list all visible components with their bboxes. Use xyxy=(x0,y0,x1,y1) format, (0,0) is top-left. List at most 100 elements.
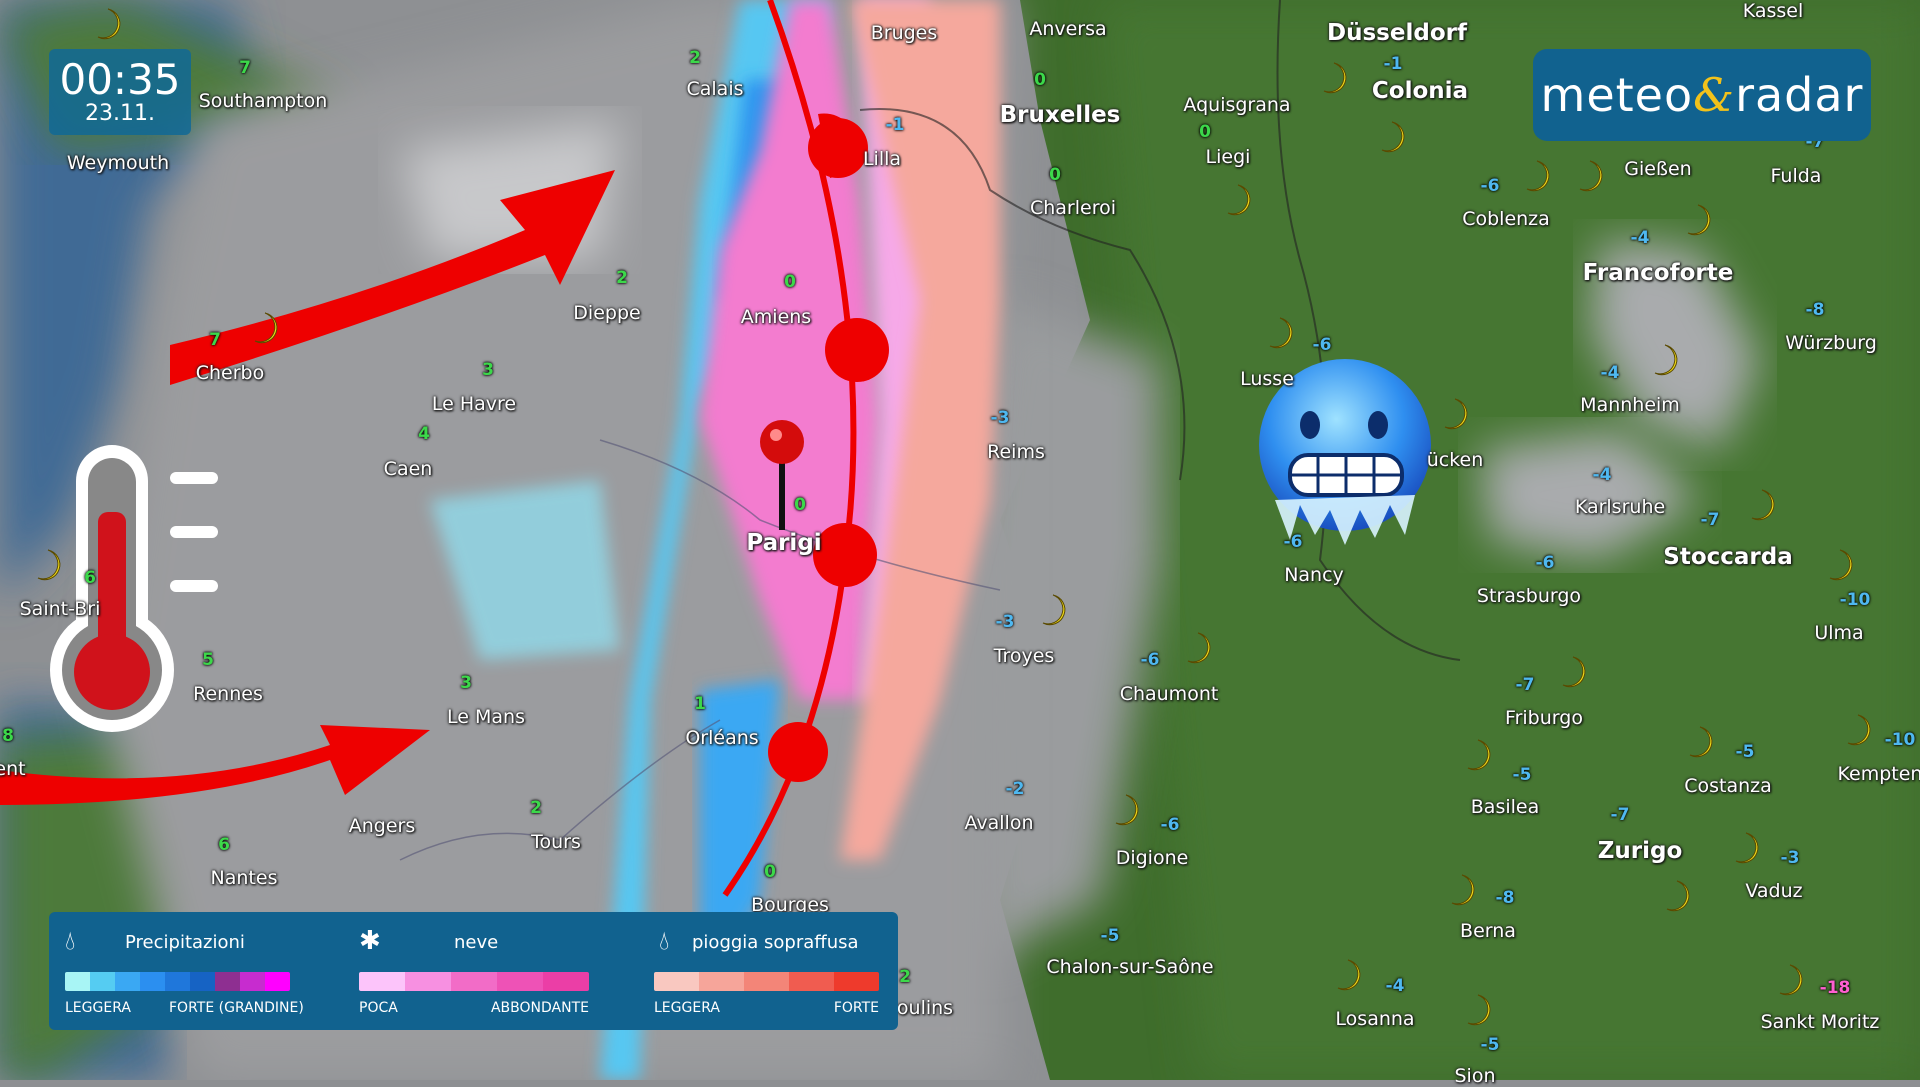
color-swatch xyxy=(115,972,140,991)
city-label: Le Mans xyxy=(447,706,525,728)
city-label: Chalon-sur-Saône xyxy=(1046,956,1214,978)
legend-freezing-rain: 💧︎ pioggia sopraffusa LEGGERA FORTE xyxy=(654,912,884,1030)
city-label: oulins xyxy=(896,997,954,1019)
city-label: Sion xyxy=(1454,1065,1496,1087)
legend-snow: ✱ neve POCA ABBONDANTE xyxy=(359,912,599,1030)
moon-icon xyxy=(1467,994,1491,1026)
drop-icon: 💧︎ xyxy=(659,926,670,956)
legend-title: neve xyxy=(454,932,499,953)
city-label: Coblenza xyxy=(1462,208,1550,230)
moon-icon xyxy=(1115,794,1139,826)
temperature-value: -1 xyxy=(1383,54,1403,74)
city-label: Bruges xyxy=(870,22,938,44)
city-label: ücken xyxy=(1426,449,1484,471)
color-swatch xyxy=(497,972,543,991)
temperature-value: -8 xyxy=(1805,300,1825,320)
color-swatch xyxy=(789,972,834,991)
color-swatch xyxy=(654,972,699,991)
temperature-value: -6 xyxy=(1140,650,1160,670)
temperature-value: -2 xyxy=(1005,779,1025,799)
temperature-value: -3 xyxy=(1780,848,1800,868)
temperature-value: 1 xyxy=(694,694,706,714)
city-label: Reims xyxy=(987,441,1045,463)
time: 00:35 xyxy=(59,55,181,104)
city-label: Tours xyxy=(531,831,581,853)
color-swatch xyxy=(699,972,744,991)
asterisk-icon: ✱ xyxy=(359,926,381,956)
legend-low: LEGGERA xyxy=(654,1000,720,1016)
temperature-value: -4 xyxy=(1385,976,1405,996)
temperature-value: 0 xyxy=(784,272,796,292)
temperature-value: -4 xyxy=(1630,228,1650,248)
city-label: Digione xyxy=(1115,847,1189,869)
temperature-value: -4 xyxy=(1592,465,1612,485)
temperature-value: -6 xyxy=(1312,335,1332,355)
color-swatch xyxy=(405,972,451,991)
legend-low: LEGGERA xyxy=(65,1000,131,1016)
color-scale xyxy=(654,972,879,991)
drop-icon: 💧︎ xyxy=(65,926,76,956)
logo: meteo & radar xyxy=(1533,49,1871,141)
temperature-value: 0 xyxy=(764,862,776,882)
city-label: Kempten xyxy=(1837,763,1920,785)
moon-icon xyxy=(1654,344,1678,376)
temperature-value: 0 xyxy=(1034,70,1046,90)
city-label: Basilea xyxy=(1470,796,1540,818)
city-label: Liegi xyxy=(1205,146,1251,168)
temperature-value: -5 xyxy=(1735,742,1755,762)
city-label: Karlsruhe xyxy=(1574,496,1666,518)
moon-icon xyxy=(1689,726,1713,758)
temperature-value: -10 xyxy=(1839,590,1871,610)
legend-precipitation: 💧︎ Precipitazioni LEGGERA FORTE (GRANDIN… xyxy=(65,912,305,1030)
moon-icon xyxy=(1735,832,1759,864)
moon-icon xyxy=(1042,594,1066,626)
temperature-value: 0 xyxy=(794,495,806,515)
city-label: Sankt Moritz xyxy=(1760,1011,1880,1033)
city-label: Dieppe xyxy=(573,302,641,324)
temperature-value: 7 xyxy=(239,58,251,78)
city-label: Francoforte xyxy=(1582,260,1734,286)
city-label: Rennes xyxy=(193,683,263,705)
city-label: Düsseldorf xyxy=(1327,20,1467,46)
city-label: Bruxelles xyxy=(999,102,1121,128)
city-label: Würzburg xyxy=(1785,332,1877,354)
color-swatch xyxy=(543,972,589,991)
moon-icon xyxy=(1751,489,1775,521)
temperature-value: 2 xyxy=(530,798,542,818)
city-label: ent xyxy=(0,758,26,780)
color-swatch xyxy=(90,972,115,991)
city-label: Strasburgo xyxy=(1476,585,1582,607)
color-swatch xyxy=(240,972,265,991)
color-swatch xyxy=(265,972,290,991)
city-label: Nantes xyxy=(210,867,278,889)
moon-icon xyxy=(1526,160,1550,192)
temperature-value: 0 xyxy=(1049,165,1061,185)
city-label: Parigi xyxy=(746,530,822,556)
temperature-value: -10 xyxy=(1884,730,1916,750)
legend-title: Precipitazioni xyxy=(125,932,245,953)
city-label: Charleroi xyxy=(1029,197,1117,219)
city-label: Cherbo xyxy=(195,362,265,384)
temperature-value: -6 xyxy=(1283,532,1303,552)
temperature-value: 7 xyxy=(209,330,221,350)
temperature-value: -5 xyxy=(1480,1035,1500,1055)
temperature-value: 2 xyxy=(689,48,701,68)
temperature-value: -6 xyxy=(1535,553,1555,573)
temperature-value: 3 xyxy=(482,360,494,380)
temperature-value: -7 xyxy=(1515,675,1535,695)
city-label: Fulda xyxy=(1770,165,1822,187)
logo-amp: & xyxy=(1693,68,1736,122)
legend: 💧︎ Precipitazioni LEGGERA FORTE (GRANDIN… xyxy=(49,912,898,1030)
moon-icon xyxy=(97,8,121,40)
temperature-value: -7 xyxy=(1700,510,1720,530)
temperature-value: -6 xyxy=(1160,815,1180,835)
moon-icon xyxy=(1444,398,1468,430)
city-label: Colonia xyxy=(1371,78,1469,104)
temperature-value: -5 xyxy=(1100,926,1120,946)
temperature-value: 8 xyxy=(2,726,14,746)
temperature-value: -3 xyxy=(995,612,1015,632)
temperature-value: 6 xyxy=(218,835,230,855)
thermometer-icon xyxy=(50,445,218,732)
city-label: Aquisgrana xyxy=(1183,94,1291,116)
